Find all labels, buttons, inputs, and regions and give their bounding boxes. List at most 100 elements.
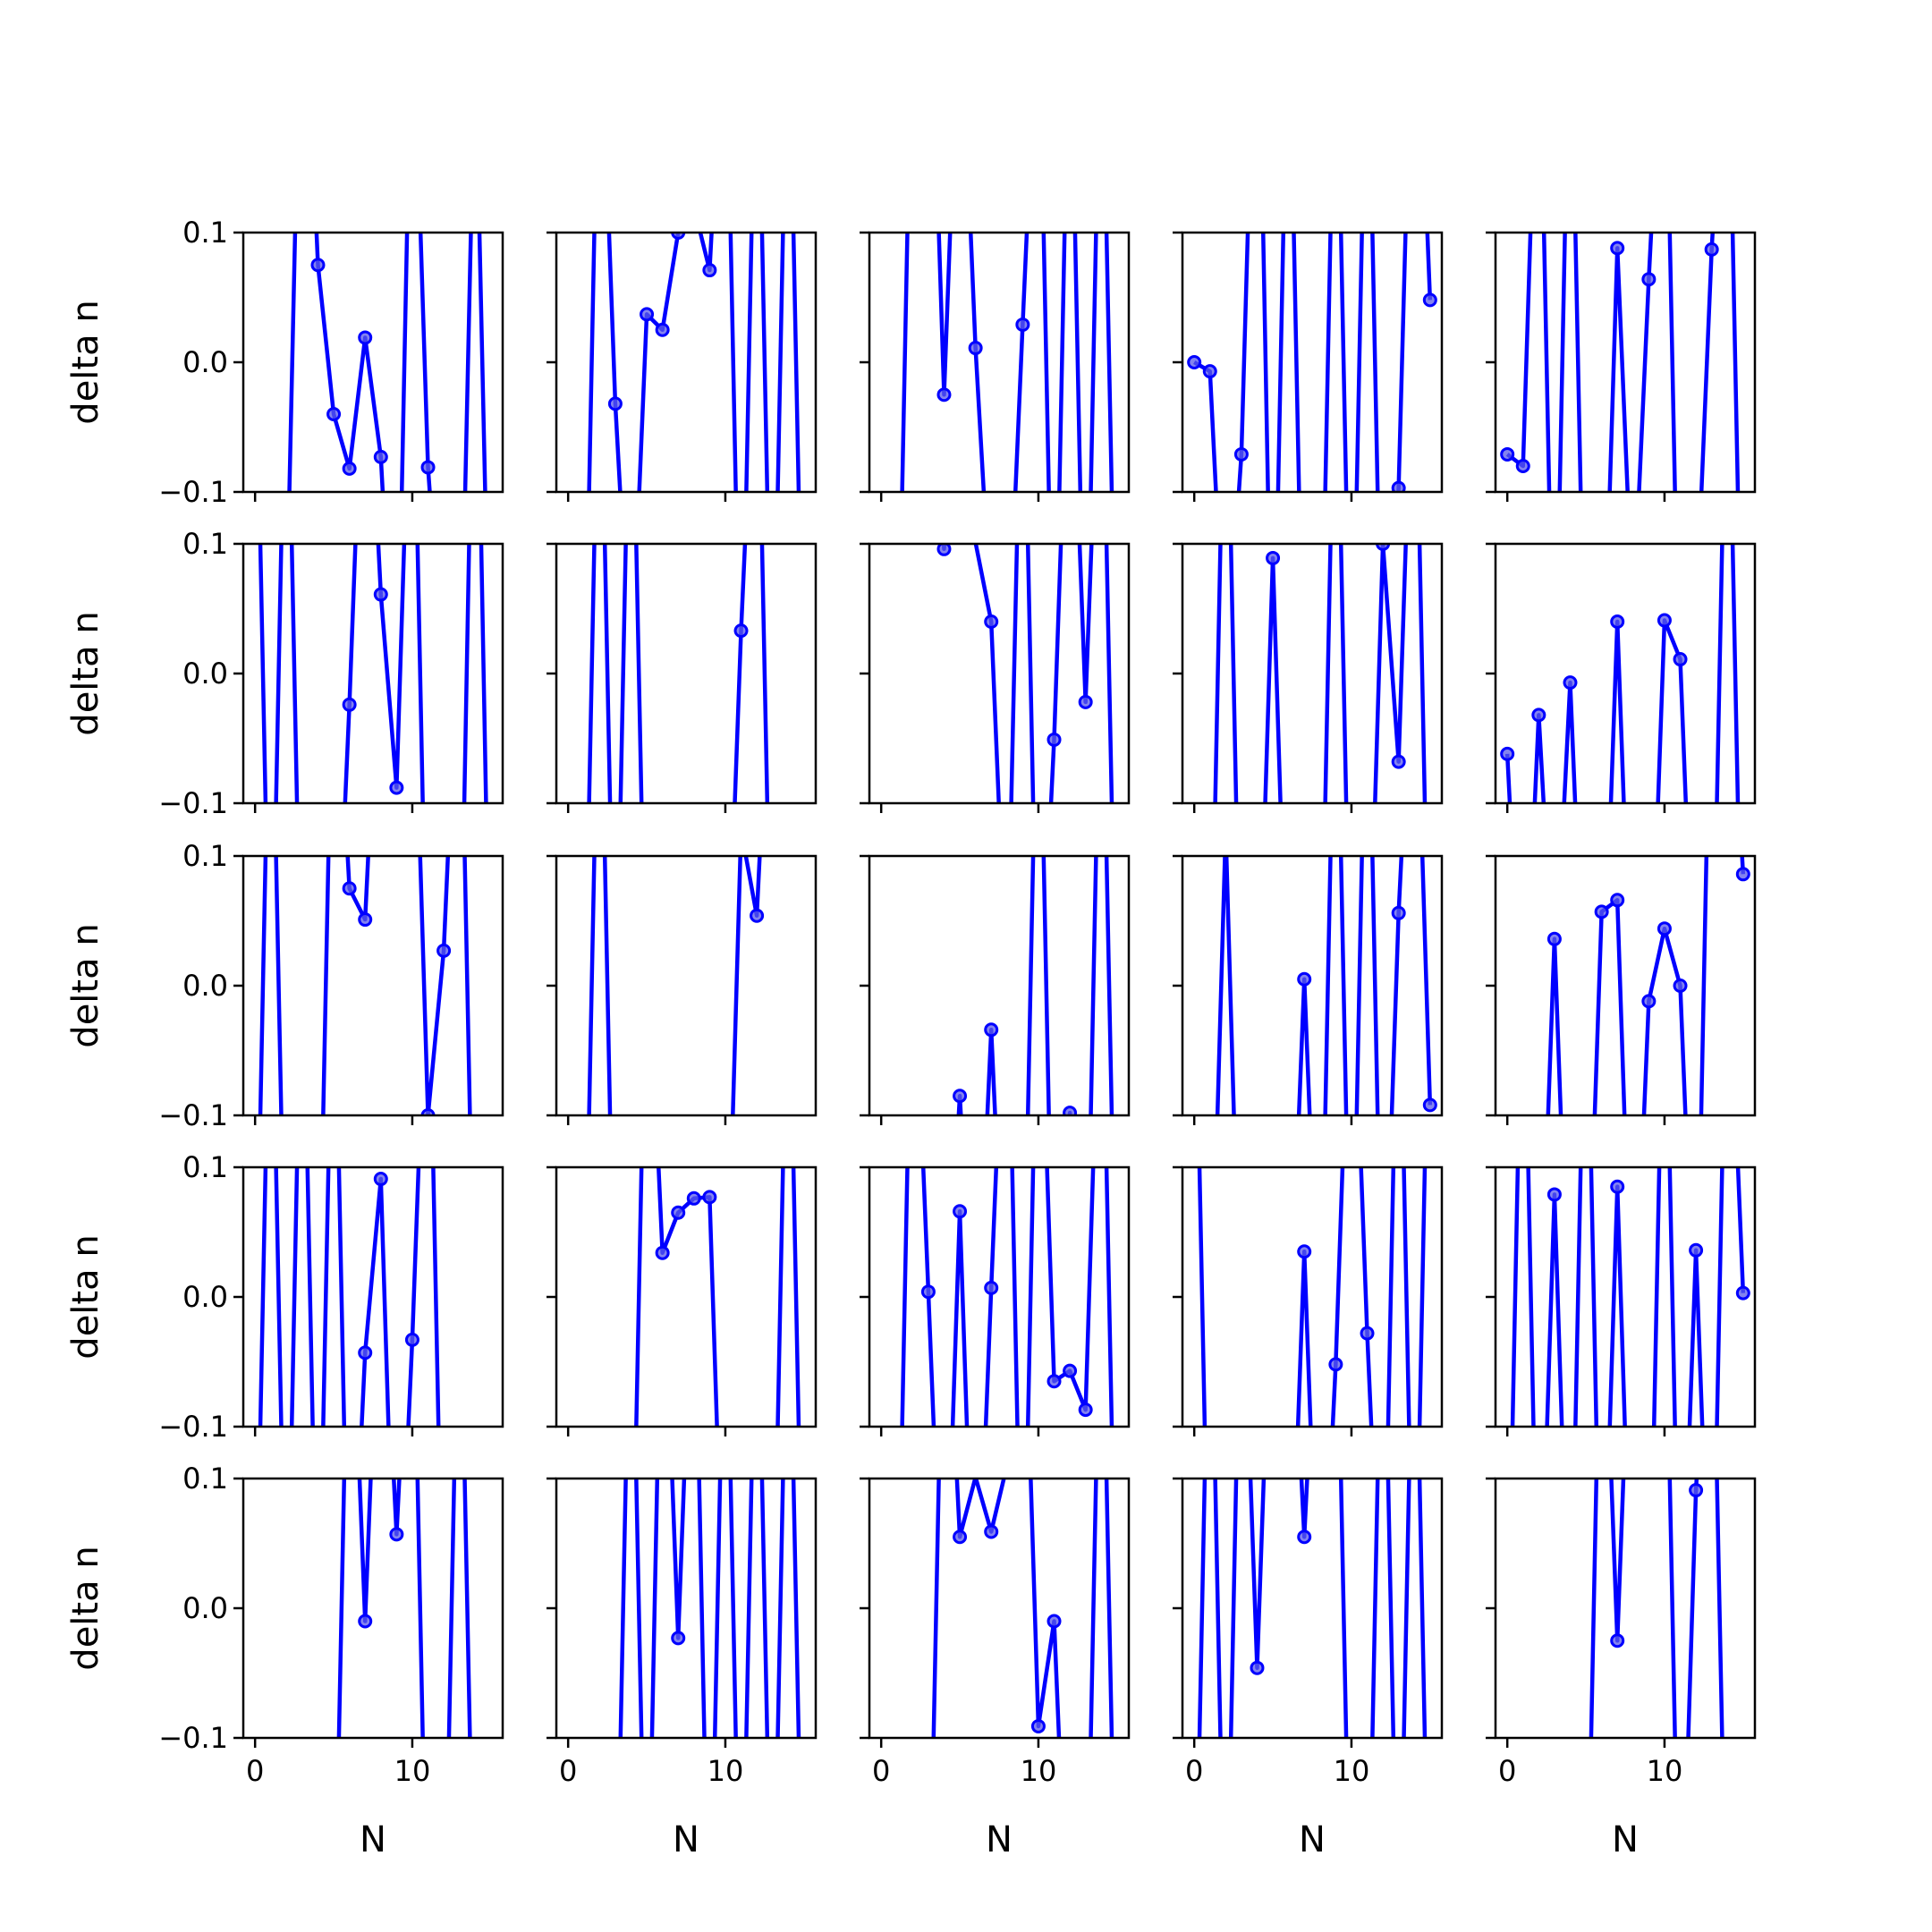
y-tick-label: 0.0 <box>182 1591 228 1625</box>
panel-r1-c2 <box>547 231 818 502</box>
x-axis-label: N <box>673 1819 699 1860</box>
data-point <box>953 1089 968 1104</box>
data-point <box>702 1190 717 1205</box>
data-point <box>655 1245 670 1260</box>
y-axis-label: delta n <box>65 1234 106 1359</box>
data-point <box>1187 355 1202 369</box>
data-point <box>373 449 388 464</box>
data-point <box>1657 921 1672 936</box>
x-axis-label: N <box>986 1819 1013 1860</box>
data-point <box>733 623 749 639</box>
data-point <box>1673 979 1688 993</box>
data-point <box>1391 905 1406 920</box>
labels-layer: delta n delta n delta n delta n delta n N N N N N <box>65 300 1639 1860</box>
y-tick-label: −0.1 <box>158 1410 228 1444</box>
data-point <box>1063 1363 1078 1378</box>
data-point <box>358 912 373 928</box>
data-point <box>655 322 670 337</box>
panel-r3-c1: −0.1 0.0 0.1 <box>158 839 504 1132</box>
data-point <box>1078 1402 1093 1418</box>
data-point <box>984 1524 999 1539</box>
data-point <box>1391 754 1406 769</box>
data-point <box>936 544 952 556</box>
data-point <box>1673 652 1688 667</box>
data-point <box>1610 614 1625 629</box>
y-tick-label: 0.1 <box>182 1462 228 1496</box>
y-tick-label: 0.0 <box>182 1280 228 1314</box>
x-tick-label: 10 <box>394 1754 431 1788</box>
panel-r4-c2 <box>547 1165 818 1436</box>
data-point <box>326 407 342 421</box>
data-point <box>1546 931 1562 946</box>
x-tick-label: 0 <box>1498 1754 1516 1788</box>
y-axis-label: delta n <box>65 923 106 1047</box>
data-point <box>358 1614 373 1629</box>
x-tick-label: 0 <box>246 1754 264 1788</box>
data-point <box>1657 613 1672 628</box>
data-point <box>420 460 436 475</box>
data-point <box>1610 1179 1625 1194</box>
panel-r4-c1: −0.1 0.0 0.1 <box>158 1150 504 1444</box>
x-tick-label: 0 <box>559 1754 577 1788</box>
data-point <box>1500 746 1515 761</box>
series-line <box>587 544 770 803</box>
data-point <box>358 330 373 345</box>
data-point <box>920 1284 936 1300</box>
data-point <box>1704 242 1719 257</box>
panel-r5-c1: 0 10 −0.1 0.0 0.1 <box>158 1462 504 1788</box>
y-tick-label: −0.1 <box>158 475 228 509</box>
data-point <box>1610 893 1625 908</box>
series-line <box>587 233 801 492</box>
data-point <box>310 258 326 273</box>
data-point <box>1328 1357 1343 1372</box>
data-point <box>686 1191 701 1206</box>
data-point <box>1422 292 1437 308</box>
data-point <box>1515 459 1530 473</box>
panel-r1-c3 <box>860 231 1131 502</box>
x-tick-label: 0 <box>872 1754 890 1788</box>
series-line <box>634 1167 801 1427</box>
panel-r5-c3: 0 10 <box>860 1477 1131 1788</box>
data-point <box>1735 1285 1750 1301</box>
panel-r5-c5: 0 10 <box>1486 1477 1757 1788</box>
data-point <box>342 697 357 712</box>
data-point <box>984 1280 999 1295</box>
y-tick-label: 0.0 <box>182 345 228 379</box>
panel-r4-c4 <box>1173 1165 1444 1436</box>
data-point <box>342 461 357 476</box>
y-tick-label: 0.1 <box>182 527 228 561</box>
data-point <box>1030 1718 1046 1733</box>
panel-r3-c3 <box>860 854 1131 1125</box>
data-point <box>1610 241 1625 256</box>
series-line <box>1213 544 1428 803</box>
data-point <box>1735 867 1750 882</box>
data-point <box>968 341 983 356</box>
data-point <box>1297 1530 1312 1545</box>
data-point <box>1360 1326 1375 1341</box>
panel-r1-c1: −0.1 0.0 0.1 <box>158 216 504 509</box>
data-point <box>389 1527 404 1542</box>
x-tick-label: 0 <box>1185 1754 1203 1788</box>
data-point <box>404 1332 419 1347</box>
y-axis-label: delta n <box>65 611 106 735</box>
data-point <box>420 1108 436 1115</box>
data-point <box>342 881 357 896</box>
data-point <box>373 1172 388 1187</box>
data-point <box>1594 904 1609 919</box>
panel-r2-c1: −0.1 0.0 0.1 <box>158 527 504 820</box>
data-point <box>389 780 404 795</box>
y-axis-label: delta n <box>65 1546 106 1670</box>
data-point <box>436 943 452 958</box>
data-point <box>1610 1633 1625 1648</box>
y-tick-label: 0.0 <box>182 969 228 1003</box>
data-point <box>1078 694 1093 709</box>
data-point <box>984 614 999 629</box>
panel-r1-c5 <box>1486 231 1757 502</box>
data-point <box>640 307 655 322</box>
data-point <box>1422 1097 1437 1113</box>
data-point <box>1689 1242 1704 1258</box>
data-point <box>702 263 717 278</box>
panel-r3-c2 <box>547 854 818 1125</box>
series-line <box>1215 856 1433 1115</box>
